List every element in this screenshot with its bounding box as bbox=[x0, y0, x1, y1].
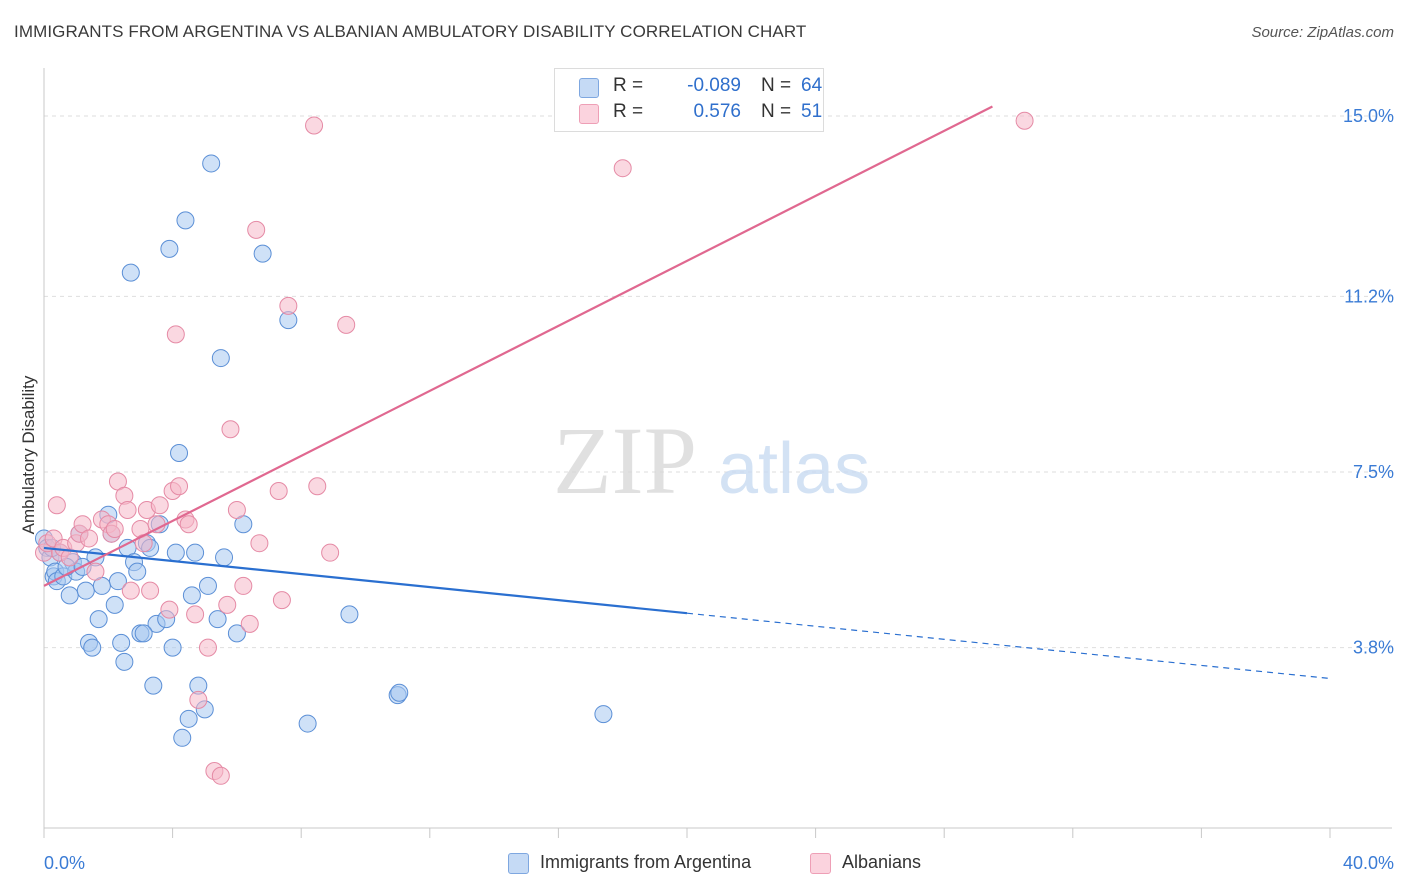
point-argentina bbox=[211, 349, 230, 368]
source-label: Source: ZipAtlas.com bbox=[1251, 24, 1394, 41]
point-argentina bbox=[594, 705, 613, 724]
point-albanians bbox=[613, 159, 632, 178]
point-argentina bbox=[128, 562, 147, 581]
watermark: ZIP atlas bbox=[553, 407, 870, 514]
stats-swatch-argentina bbox=[579, 78, 599, 98]
point-albanians bbox=[272, 591, 291, 610]
point-argentina bbox=[60, 586, 79, 605]
point-argentina bbox=[215, 548, 234, 567]
point-albanians bbox=[118, 500, 137, 519]
point-argentina bbox=[166, 543, 185, 562]
point-argentina bbox=[144, 676, 163, 695]
n-value: 51 bbox=[801, 101, 823, 122]
point-albanians bbox=[305, 116, 324, 135]
point-argentina bbox=[198, 576, 217, 595]
trend-line-argentina-extension bbox=[686, 612, 1331, 680]
point-argentina bbox=[170, 444, 189, 462]
trend-lines bbox=[43, 105, 1331, 680]
point-albanians bbox=[86, 562, 105, 581]
point-albanians bbox=[321, 543, 340, 562]
point-argentina bbox=[160, 239, 179, 258]
point-argentina bbox=[253, 244, 272, 263]
watermark-zip: ZIP bbox=[553, 407, 697, 514]
axes bbox=[43, 68, 1392, 838]
point-argentina bbox=[76, 581, 95, 600]
point-albanians bbox=[227, 500, 246, 519]
y-tick-label: 3.8% bbox=[1353, 638, 1394, 658]
legend-label: Albanians bbox=[842, 852, 922, 872]
point-argentina bbox=[121, 263, 140, 282]
r-value: -0.089 bbox=[687, 75, 741, 96]
point-argentina bbox=[163, 638, 182, 657]
point-albanians bbox=[166, 325, 185, 344]
point-albanians bbox=[160, 600, 179, 619]
point-albanians bbox=[189, 690, 208, 709]
n-label: N = bbox=[761, 75, 792, 96]
n-value: 64 bbox=[801, 75, 823, 96]
trend-line-argentina bbox=[43, 546, 688, 615]
point-albanians bbox=[170, 477, 189, 496]
y-tick-label: 7.5% bbox=[1353, 462, 1394, 482]
point-argentina bbox=[186, 543, 205, 562]
y-tick-labels: 3.8% 7.5% 11.2% 15.0% bbox=[1343, 106, 1394, 658]
point-argentina bbox=[202, 154, 221, 173]
legend-label: Immigrants from Argentina bbox=[540, 852, 752, 872]
legend-swatch-argentina bbox=[508, 853, 529, 874]
x-tick-label-min: 0.0% bbox=[44, 853, 85, 873]
point-albanians bbox=[234, 576, 253, 595]
point-argentina bbox=[390, 683, 409, 702]
point-argentina bbox=[105, 595, 124, 614]
point-albanians bbox=[308, 477, 327, 496]
point-albanians bbox=[134, 534, 153, 553]
x-tick-label-max: 40.0% bbox=[1343, 853, 1394, 873]
y-tick-label: 15.0% bbox=[1343, 106, 1394, 126]
point-argentina bbox=[83, 638, 102, 657]
chart-title: IMMIGRANTS FROM ARGENTINA VS ALBANIAN AM… bbox=[14, 22, 807, 41]
stats-swatch-albanians bbox=[579, 104, 599, 124]
point-argentina bbox=[112, 633, 131, 652]
point-albanians bbox=[211, 766, 230, 785]
point-argentina bbox=[173, 728, 192, 747]
point-argentina bbox=[115, 652, 134, 671]
point-albanians bbox=[247, 220, 266, 239]
point-albanians bbox=[179, 515, 198, 534]
series-argentina-points bbox=[35, 154, 613, 747]
y-tick-label: 11.2% bbox=[1344, 286, 1394, 306]
point-albanians bbox=[269, 481, 288, 500]
point-albanians bbox=[218, 595, 237, 614]
point-albanians bbox=[105, 519, 124, 538]
n-label: N = bbox=[761, 101, 792, 122]
point-albanians bbox=[150, 496, 169, 515]
y-axis-label: Ambulatory Disability bbox=[19, 375, 38, 534]
point-argentina bbox=[89, 610, 108, 629]
point-argentina bbox=[176, 211, 195, 230]
point-albanians bbox=[1015, 111, 1034, 130]
point-argentina bbox=[208, 610, 227, 629]
trend-line-albanians bbox=[43, 105, 993, 587]
r-label: R = bbox=[613, 75, 644, 96]
point-albanians bbox=[80, 529, 99, 548]
point-argentina bbox=[179, 709, 198, 728]
point-albanians bbox=[121, 581, 140, 600]
point-albanians bbox=[221, 420, 240, 439]
point-albanians bbox=[186, 605, 205, 624]
r-label: R = bbox=[613, 101, 644, 122]
point-albanians bbox=[47, 496, 66, 515]
r-value: 0.576 bbox=[693, 101, 741, 122]
point-argentina bbox=[134, 624, 153, 643]
point-albanians bbox=[337, 315, 356, 334]
watermark-atlas: atlas bbox=[718, 429, 870, 509]
point-argentina bbox=[182, 586, 201, 605]
point-albanians bbox=[141, 581, 160, 600]
stats-box: R = -0.089 N = 64 R = 0.576 N = 51 bbox=[554, 68, 824, 132]
point-albanians bbox=[198, 638, 217, 657]
point-albanians bbox=[240, 614, 259, 633]
legend-swatch-albanians bbox=[810, 853, 831, 874]
point-albanians bbox=[250, 534, 269, 553]
point-argentina bbox=[298, 714, 317, 733]
point-argentina bbox=[340, 605, 359, 624]
point-albanians bbox=[279, 296, 298, 315]
point-argentina bbox=[227, 624, 246, 643]
